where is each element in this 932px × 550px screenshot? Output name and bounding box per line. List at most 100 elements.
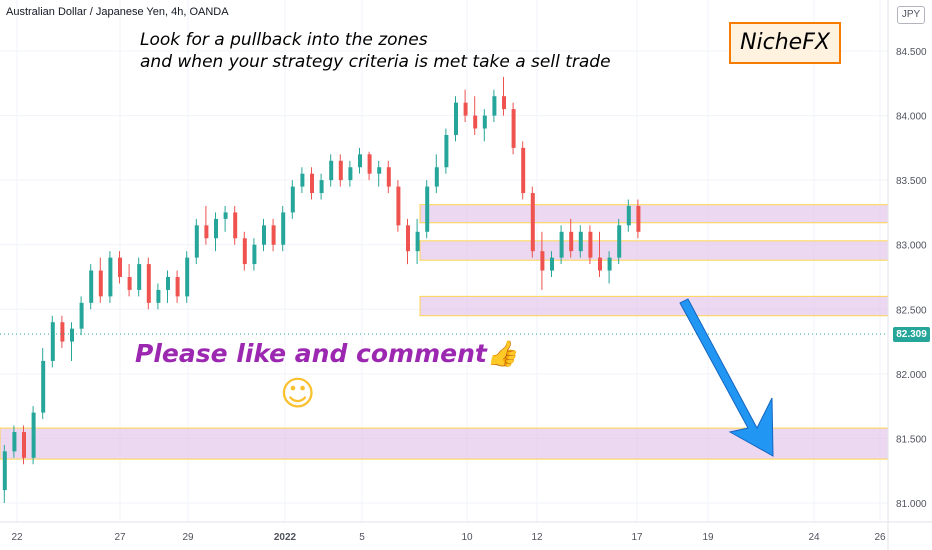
candle-body[interactable] bbox=[118, 257, 122, 277]
supply-zone-3 bbox=[419, 295, 889, 317]
candle-body[interactable] bbox=[300, 173, 305, 187]
candle-body[interactable] bbox=[406, 225, 410, 252]
candle-body[interactable] bbox=[482, 115, 487, 129]
candle-body[interactable] bbox=[578, 231, 583, 252]
time-tick-label: 26 bbox=[874, 532, 886, 543]
candle-body[interactable] bbox=[338, 160, 343, 181]
candle-body[interactable] bbox=[358, 154, 362, 168]
candle-body[interactable] bbox=[502, 96, 506, 110]
candle-body[interactable] bbox=[463, 102, 468, 116]
candle-body[interactable] bbox=[415, 231, 420, 252]
candle-body[interactable] bbox=[22, 431, 26, 458]
supply-zone-2 bbox=[419, 240, 889, 261]
candle-body[interactable] bbox=[194, 225, 199, 258]
brand-box: NicheFX bbox=[729, 22, 841, 64]
candle-body[interactable] bbox=[2, 451, 7, 491]
candle-body[interactable] bbox=[367, 154, 372, 174]
candle-body[interactable] bbox=[290, 186, 295, 213]
candle-body[interactable] bbox=[386, 167, 391, 187]
candle-body[interactable] bbox=[310, 173, 314, 194]
time-tick-label: 5 bbox=[359, 532, 365, 543]
candle-body[interactable] bbox=[569, 231, 574, 252]
candle-body[interactable] bbox=[242, 238, 247, 265]
price-tick-label: 82.500 bbox=[896, 305, 927, 316]
candle-body[interactable] bbox=[41, 360, 46, 413]
candle-body[interactable] bbox=[550, 257, 554, 271]
candle-body[interactable] bbox=[127, 277, 132, 290]
price-tick-label: 82.000 bbox=[896, 370, 927, 381]
candle-body[interactable] bbox=[108, 257, 113, 297]
candle-body[interactable] bbox=[156, 289, 161, 303]
note-line-2: and when your strategy criteria is met t… bbox=[140, 52, 611, 72]
time-tick-label: 29 bbox=[182, 532, 194, 543]
candle-body[interactable] bbox=[530, 193, 535, 252]
price-tick-label: 83.000 bbox=[896, 241, 927, 252]
candle-body[interactable] bbox=[271, 225, 276, 245]
last-price-label: 82.309 bbox=[893, 327, 930, 342]
candle-body[interactable] bbox=[540, 251, 545, 271]
candle-body[interactable] bbox=[521, 147, 526, 194]
supply-zone-1 bbox=[419, 204, 889, 224]
candle-body[interactable] bbox=[281, 212, 286, 245]
candle-body[interactable] bbox=[607, 257, 612, 271]
price-tick-label: 84.000 bbox=[896, 112, 927, 123]
candle-body[interactable] bbox=[50, 322, 55, 361]
sell-arrow-icon bbox=[679, 298, 774, 457]
candle-body[interactable] bbox=[233, 212, 238, 239]
currency-badge[interactable]: JPY bbox=[897, 6, 925, 24]
candle-body[interactable] bbox=[454, 102, 458, 135]
time-tick-label: 12 bbox=[531, 532, 543, 543]
candle-body[interactable] bbox=[348, 167, 353, 181]
candle-body[interactable] bbox=[377, 167, 382, 174]
candle-body[interactable] bbox=[204, 225, 209, 239]
smiley-icon: ☺ bbox=[280, 374, 315, 414]
time-tick-label: 22 bbox=[11, 532, 23, 543]
candle-body[interactable] bbox=[89, 270, 94, 303]
candle-body[interactable] bbox=[588, 231, 593, 258]
note-line-1: Look for a pullback into the zones bbox=[140, 30, 428, 50]
candle-body[interactable] bbox=[444, 134, 449, 168]
candle-body[interactable] bbox=[492, 96, 497, 116]
candle-body[interactable] bbox=[511, 109, 516, 148]
candle-body[interactable] bbox=[137, 264, 142, 290]
candle-body[interactable] bbox=[31, 412, 36, 458]
candle-body[interactable] bbox=[98, 270, 103, 297]
time-tick-label: 2022 bbox=[274, 532, 297, 543]
candle-body[interactable] bbox=[329, 160, 334, 181]
candle-body[interactable] bbox=[214, 218, 218, 239]
candle-body[interactable] bbox=[425, 186, 430, 232]
candle-body[interactable] bbox=[166, 277, 170, 290]
candle-body[interactable] bbox=[598, 257, 602, 271]
time-tick-label: 10 bbox=[461, 532, 473, 543]
price-tick-label: 81.500 bbox=[896, 434, 927, 445]
candle-body[interactable] bbox=[617, 225, 622, 258]
candle-body[interactable] bbox=[79, 302, 84, 329]
candle-body[interactable] bbox=[60, 322, 65, 342]
price-tick-label: 81.000 bbox=[896, 499, 927, 510]
price-tick-label: 83.500 bbox=[896, 176, 927, 187]
candle-body[interactable] bbox=[185, 257, 190, 297]
candle-body[interactable] bbox=[473, 115, 478, 129]
candle-body[interactable] bbox=[70, 328, 74, 342]
candle-body[interactable] bbox=[12, 431, 17, 452]
candle-body[interactable] bbox=[146, 264, 151, 303]
time-tick-label: 19 bbox=[702, 532, 714, 543]
time-tick-label: 24 bbox=[808, 532, 820, 543]
time-tick-label: 27 bbox=[114, 532, 126, 543]
candle-body[interactable] bbox=[396, 186, 401, 226]
candle-body[interactable] bbox=[626, 205, 631, 226]
candle-body[interactable] bbox=[252, 244, 257, 265]
symbol-title[interactable]: Australian Dollar / Japanese Yen, 4h, OA… bbox=[6, 6, 229, 18]
candle-body[interactable] bbox=[175, 277, 180, 297]
candle-body[interactable] bbox=[559, 231, 564, 258]
like-comment-text: Please like and comment👍 bbox=[135, 339, 518, 368]
candle-body[interactable] bbox=[636, 205, 641, 232]
price-tick-label: 84.500 bbox=[896, 47, 927, 58]
candle-body[interactable] bbox=[262, 225, 266, 245]
time-tick-label: 17 bbox=[631, 532, 643, 543]
candle-body[interactable] bbox=[223, 212, 228, 219]
candle-body[interactable] bbox=[434, 167, 439, 187]
candle-body[interactable] bbox=[319, 180, 324, 194]
